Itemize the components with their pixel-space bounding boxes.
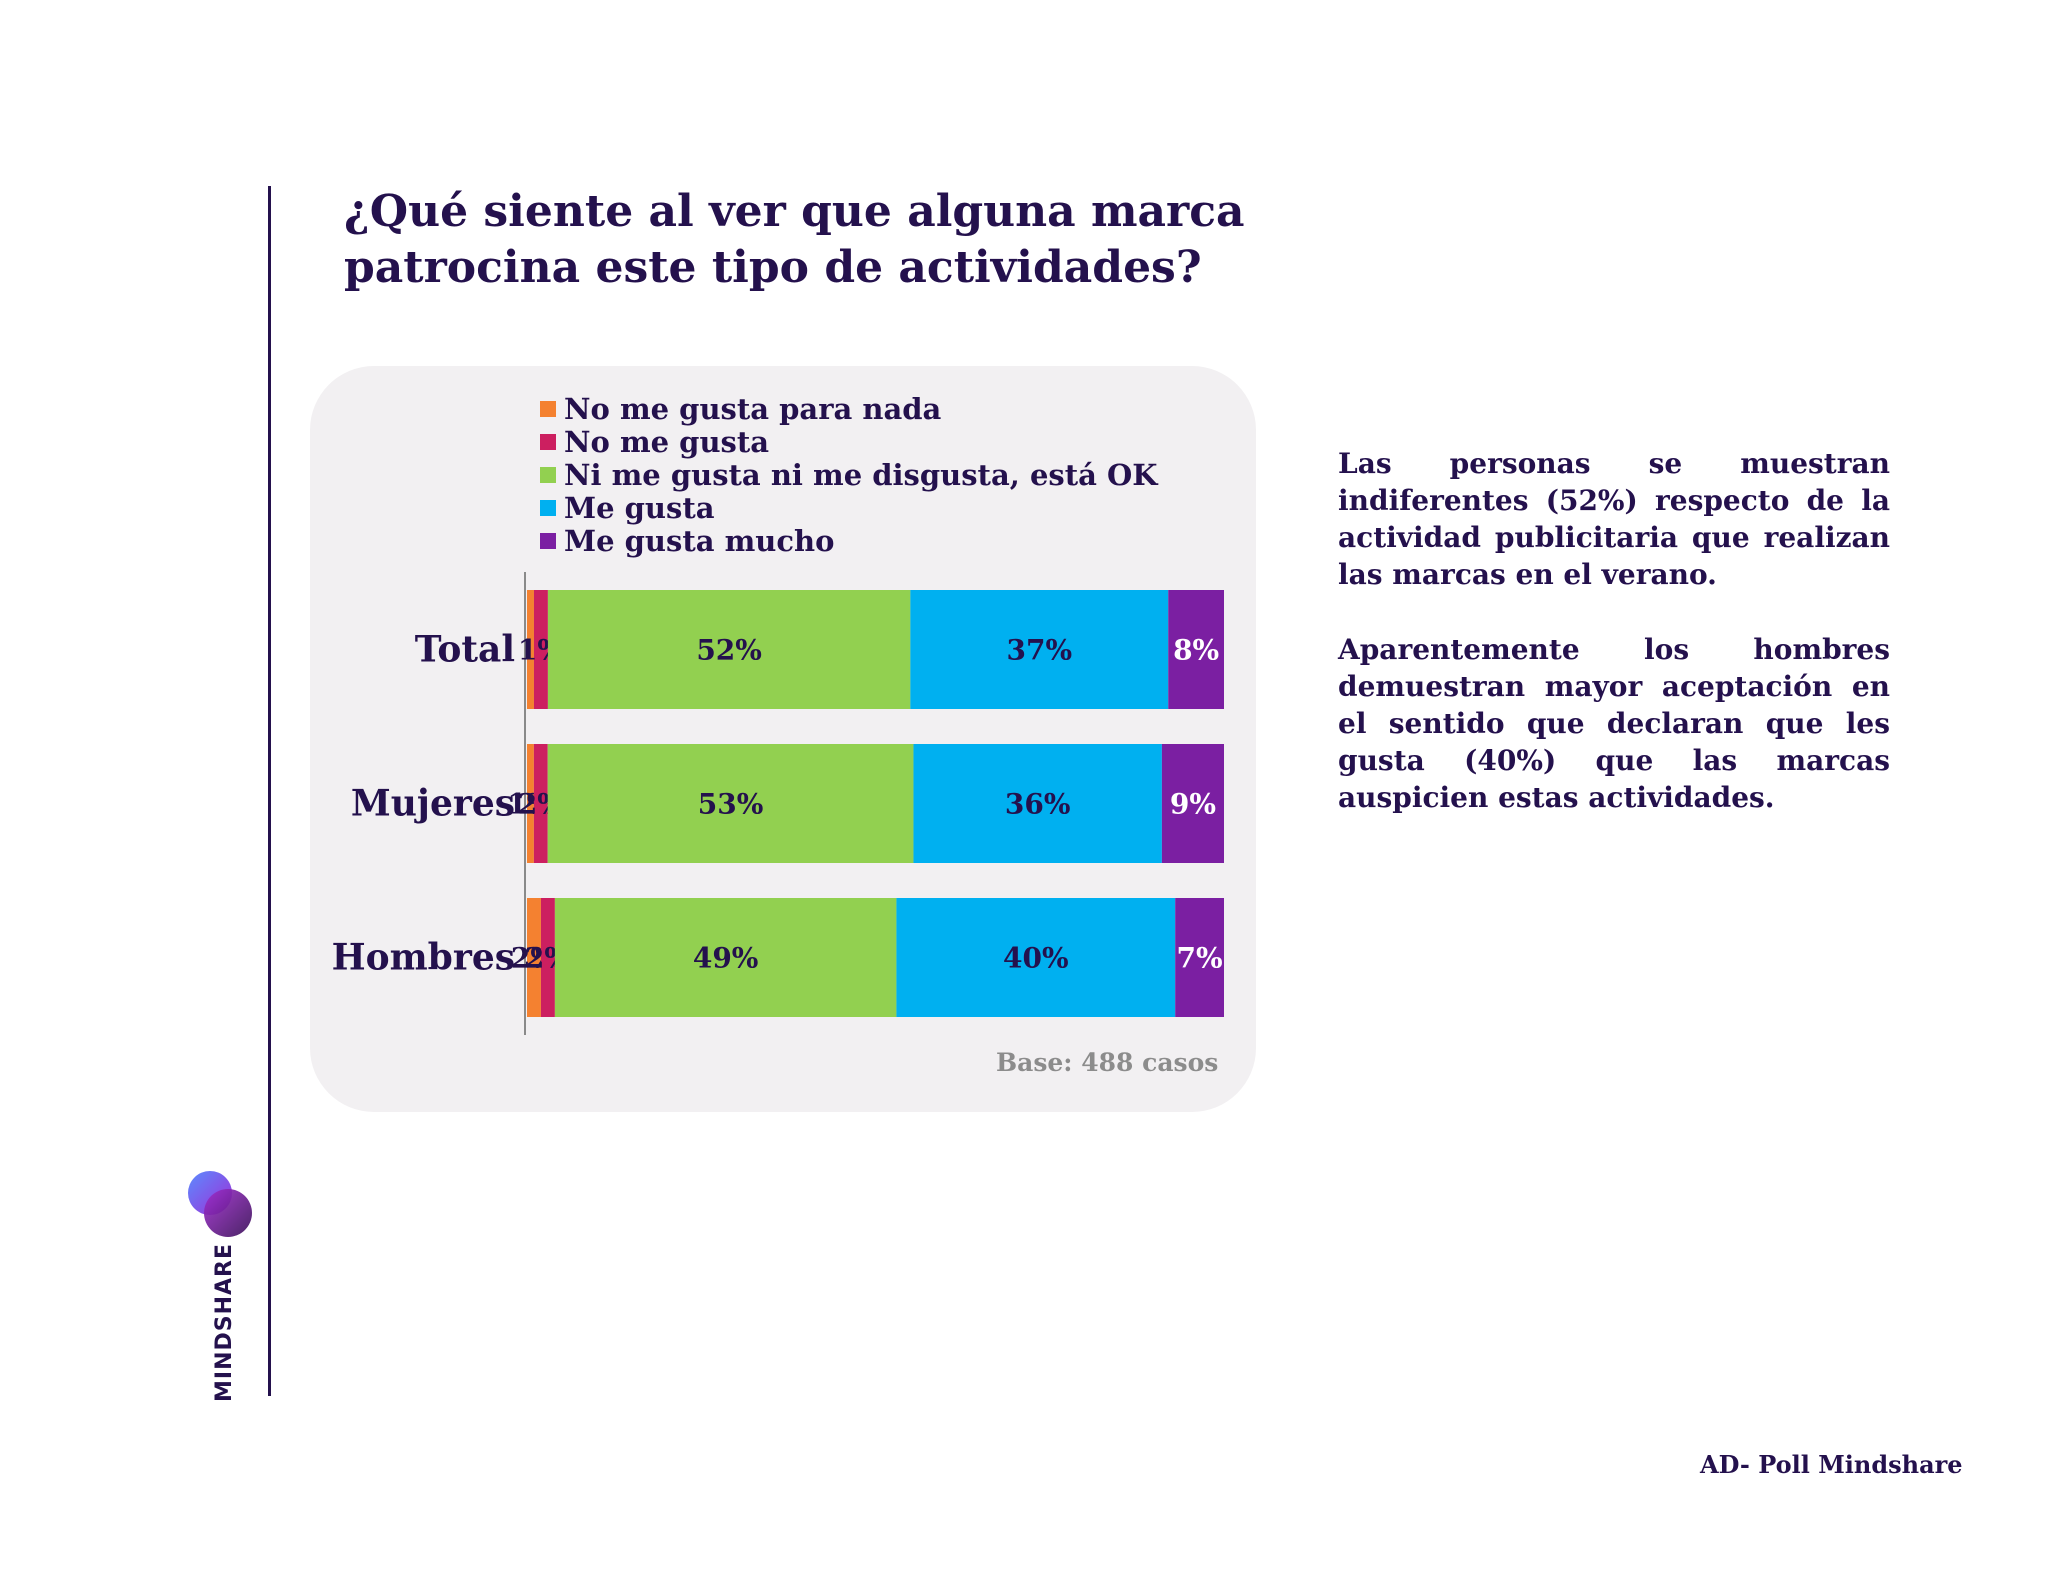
source-label: AD- Poll Mindshare bbox=[1700, 1450, 1963, 1479]
legend-label: No me gusta para nada bbox=[564, 391, 942, 426]
legend-swatch bbox=[540, 499, 556, 516]
category-label: Total bbox=[415, 629, 515, 671]
data-label: 36% bbox=[1005, 788, 1071, 821]
bar-segment bbox=[533, 590, 548, 709]
legend-item: Me gusta bbox=[540, 490, 1157, 525]
data-label: 53% bbox=[698, 788, 764, 821]
legend-label: Ni me gusta ni me disgusta, está OK bbox=[564, 457, 1158, 492]
legend-item: Me gusta mucho bbox=[540, 523, 1157, 558]
bar-segment bbox=[547, 744, 914, 863]
brand-wordmark: MINDSHARE bbox=[211, 1242, 237, 1403]
legend-label: Me gusta mucho bbox=[564, 523, 835, 558]
bar-segment bbox=[913, 744, 1162, 863]
bar-segment bbox=[1161, 744, 1224, 863]
legend-label: No me gusta bbox=[564, 424, 770, 459]
data-label: 37% bbox=[1007, 634, 1073, 667]
legend-swatch bbox=[540, 400, 556, 417]
base-note: Base: 488 casos bbox=[996, 1048, 1219, 1077]
legend-item: Ni me gusta ni me disgusta, está OK bbox=[540, 457, 1158, 492]
bar-segment bbox=[554, 898, 897, 1017]
category-label: Mujeres bbox=[351, 783, 515, 825]
insight-paragraph-1: Las personas se muestran indiferentes (5… bbox=[1338, 447, 1890, 591]
bar-segment bbox=[1175, 898, 1224, 1017]
data-label: 9% bbox=[1170, 788, 1216, 821]
mindshare-logo-icon bbox=[188, 1171, 252, 1237]
bar-segment bbox=[896, 898, 1176, 1017]
legend-item: No me gusta bbox=[540, 424, 1157, 459]
bar-segment bbox=[910, 590, 1169, 709]
legend-label: Me gusta bbox=[564, 490, 715, 525]
legend-swatch bbox=[540, 532, 556, 549]
bar-segment bbox=[540, 898, 555, 1017]
data-label: 49% bbox=[693, 942, 759, 975]
category-label: Hombres bbox=[332, 937, 515, 979]
bar-segment bbox=[527, 590, 534, 709]
legend-swatch bbox=[540, 433, 556, 450]
legend-swatch bbox=[540, 466, 556, 483]
data-label: 8% bbox=[1173, 634, 1219, 667]
bar-segment bbox=[527, 898, 541, 1017]
bar-segment bbox=[533, 744, 548, 863]
bar-segment bbox=[1168, 590, 1224, 709]
legend-item: No me gusta para nada bbox=[540, 391, 1157, 426]
data-label: 52% bbox=[696, 634, 762, 667]
insight-paragraph-2: Aparentemente los hombres demuestran may… bbox=[1338, 633, 1890, 814]
chart-legend: No me gusta para nada No me gusta Ni me … bbox=[540, 391, 1158, 558]
page-title: ¿Qué siente al ver que alguna marca patr… bbox=[344, 186, 1245, 293]
data-label: 40% bbox=[1003, 942, 1069, 975]
data-label: 7% bbox=[1177, 942, 1223, 975]
bar-segment bbox=[527, 744, 534, 863]
vertical-divider bbox=[268, 186, 271, 1396]
bar-segment bbox=[547, 590, 911, 709]
